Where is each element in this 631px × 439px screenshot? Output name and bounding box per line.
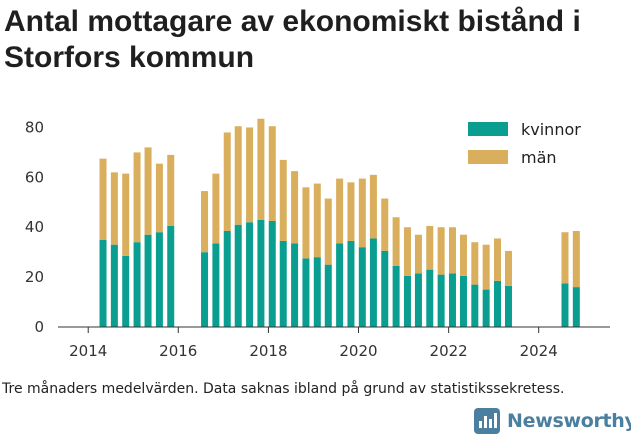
bar-kvinnor — [155, 232, 163, 327]
bar-kvinnor — [561, 283, 569, 327]
bar-man — [279, 159, 287, 241]
bar-man — [201, 191, 209, 253]
bar-kvinnor — [448, 273, 456, 327]
bar-kvinnor — [268, 221, 276, 327]
y-tick-label: 20 — [25, 268, 44, 286]
bar-kvinnor — [122, 255, 130, 327]
bar-kvinnor — [392, 265, 400, 327]
bar-man — [392, 217, 400, 266]
bar-man — [122, 173, 130, 256]
bar-man — [302, 187, 310, 259]
bar-kvinnor — [212, 243, 220, 327]
bar-kvinnor — [381, 250, 389, 327]
bar-kvinnor — [234, 224, 242, 327]
legend-swatch-kvinnor — [468, 122, 508, 136]
bar-man — [381, 198, 389, 251]
bar-man — [144, 147, 152, 235]
bar-kvinnor — [302, 258, 310, 327]
bar-kvinnor — [133, 242, 141, 327]
bar-man — [324, 198, 332, 265]
bar-kvinnor — [324, 264, 332, 327]
bar-man — [347, 182, 355, 241]
bar-man — [133, 152, 141, 243]
bar-man — [234, 126, 242, 225]
x-axis: 2014 2016 2018 2020 2022 2024 — [69, 327, 558, 360]
bar-man — [459, 234, 467, 276]
legend-swatch-man — [468, 150, 508, 164]
bar-man — [223, 132, 231, 231]
newsworthy-logo[interactable]: Newsworthy — [474, 408, 631, 434]
bar-man — [336, 178, 344, 244]
stacked-bar-chart: 0 20 40 60 80 2014 2016 2018 2020 2022 2024 kvinn… — [25, 118, 610, 360]
bar-kvinnor — [504, 285, 512, 327]
y-tick-label: 0 — [34, 318, 44, 336]
bar-man — [155, 163, 163, 233]
x-tick-label: 2018 — [249, 342, 287, 360]
bar-man — [448, 227, 456, 274]
legend: kvinnor män — [468, 120, 581, 167]
bar-kvinnor — [201, 252, 209, 327]
bar-man — [291, 171, 299, 244]
bar-man — [246, 127, 254, 223]
bar-kvinnor — [459, 275, 467, 327]
bar-man — [426, 225, 434, 270]
bar-kvinnor — [494, 280, 501, 327]
bar-kvinnor — [358, 247, 366, 327]
bar-man — [313, 183, 321, 258]
bar-man — [561, 232, 569, 284]
bar-kvinnor — [426, 269, 434, 327]
bar-kvinnor — [482, 289, 490, 327]
bar-kvinnor — [369, 238, 377, 327]
bar-man — [358, 178, 366, 248]
bar-man — [437, 227, 445, 275]
y-axis: 0 20 40 60 80 — [25, 118, 44, 336]
bar-man — [167, 154, 175, 226]
bar-man — [471, 242, 479, 285]
y-tick-label: 60 — [25, 168, 44, 186]
bar-man — [268, 126, 276, 221]
bar-kvinnor — [336, 243, 344, 327]
bar-kvinnor — [99, 239, 107, 327]
x-tick-label: 2020 — [339, 342, 377, 360]
bar-kvinnor — [144, 234, 152, 327]
bar-man — [403, 227, 411, 276]
bar-man — [369, 174, 377, 239]
bar-man — [257, 118, 265, 220]
legend-label-kvinnor: kvinnor — [521, 120, 581, 139]
footnote: Tre månaders medelvärden. Data saknas ib… — [2, 381, 565, 397]
bar-man — [212, 173, 220, 244]
bar-man — [414, 234, 422, 274]
x-tick-label: 2024 — [520, 342, 558, 360]
bar-kvinnor — [223, 230, 231, 327]
y-tick-label: 80 — [25, 118, 44, 136]
x-tick-label: 2014 — [69, 342, 107, 360]
bar-man — [110, 172, 118, 245]
legend-label-man: män — [521, 148, 557, 167]
bar-kvinnor — [403, 275, 411, 327]
bar-kvinnor — [291, 243, 299, 327]
bar-kvinnor — [110, 244, 118, 327]
bar-man — [572, 230, 580, 288]
bar-kvinnor — [347, 240, 355, 327]
x-tick-label: 2016 — [159, 342, 197, 360]
bar-man — [99, 158, 107, 240]
bar-man — [482, 244, 490, 290]
bar-kvinnor — [313, 257, 321, 327]
bar-kvinnor — [167, 225, 175, 327]
bar-kvinnor — [437, 274, 445, 327]
bar-kvinnor — [246, 222, 254, 327]
bar-man — [504, 250, 512, 286]
bar-kvinnor — [279, 240, 287, 327]
bar-kvinnor — [257, 219, 265, 327]
bars-layer — [99, 118, 580, 327]
bar-kvinnor — [414, 273, 422, 327]
bar-kvinnor — [471, 284, 479, 327]
bar-man — [494, 238, 501, 281]
brand-name: Newsworthy — [507, 410, 631, 432]
x-tick-label: 2022 — [430, 342, 468, 360]
y-tick-label: 40 — [25, 218, 44, 236]
chart-logo-icon — [474, 408, 500, 434]
bar-kvinnor — [572, 287, 580, 327]
chart-title: Antal mottagare av ekonomiskt bistånd i … — [4, 5, 581, 74]
